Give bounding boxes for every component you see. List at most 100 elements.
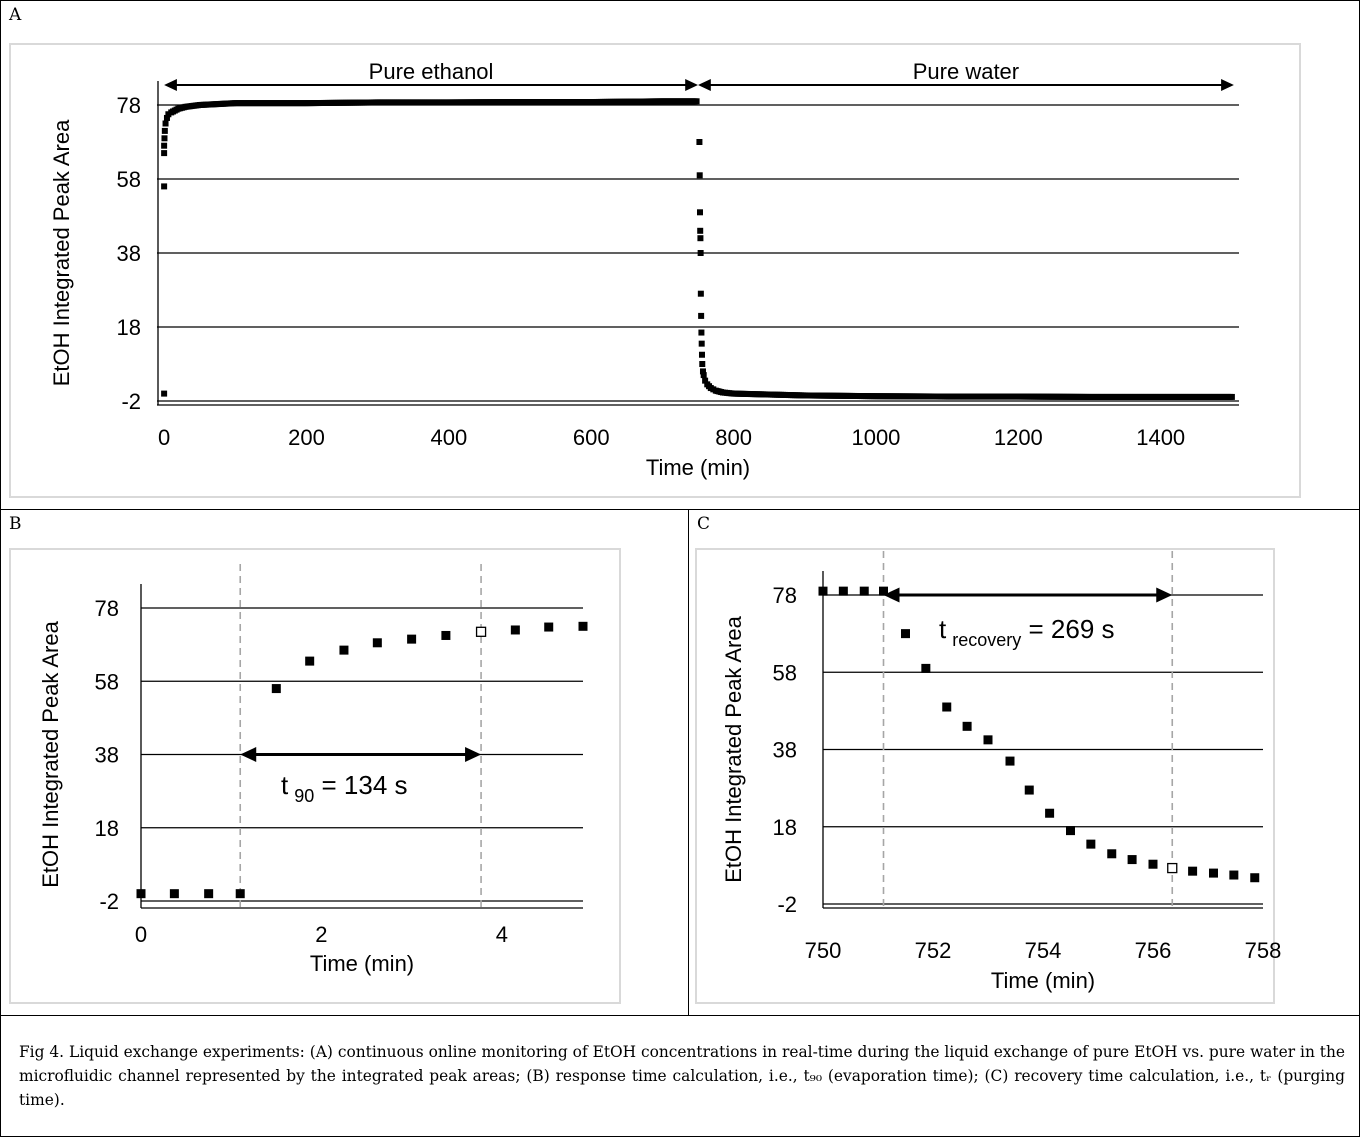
y-axis-label: EtOH Integrated Peak Area: [49, 119, 74, 386]
data-point: [859, 586, 869, 596]
x-tick-label: 756: [1135, 938, 1172, 963]
chart-frame: [9, 548, 621, 1004]
data-point: [204, 889, 214, 899]
data-point: [696, 172, 703, 179]
data-point: [700, 372, 707, 379]
data-point: [698, 351, 705, 358]
x-tick-label: 750: [805, 938, 842, 963]
x-tick-label: 752: [915, 938, 952, 963]
x-axis-label: Time (min): [646, 455, 750, 480]
panel-letter: B: [9, 514, 22, 534]
x-tick-label: 758: [1245, 938, 1282, 963]
data-point: [698, 340, 705, 347]
data-point: [901, 629, 910, 639]
data-point: [921, 663, 931, 673]
data-point: [407, 634, 417, 644]
phase-arrow-head: [164, 79, 177, 91]
data-point: [161, 390, 168, 397]
x-tick-label: 200: [288, 425, 325, 450]
data-point: [698, 312, 705, 319]
data-point: [942, 702, 952, 712]
x-tick-label: 600: [573, 425, 610, 450]
phase-label: Pure water: [913, 59, 1019, 84]
data-point: [693, 98, 700, 105]
y-tick-label: -2: [121, 389, 141, 414]
data-point: [697, 227, 704, 234]
phase-arrow-head: [685, 79, 698, 91]
data-point: [544, 622, 554, 632]
chart-a: -2 18 38 58 78 0 200 400 600 800 1000 1200 1400 Time …: [49, 59, 1239, 480]
annotation-arrow-head: [465, 747, 482, 762]
data-point: [372, 638, 382, 648]
data-point: [161, 150, 168, 157]
data-point: [161, 142, 168, 149]
x-tick-label: 754: [1025, 938, 1062, 963]
data-point: [818, 586, 828, 596]
panel-a: A -2 18 38 58 78 0 200 400 600 800 1000 1200 1400 Tim…: [0, 0, 1360, 510]
annotation-arrow-head: [240, 747, 257, 762]
data-point: [1188, 866, 1198, 876]
data-point: [983, 735, 993, 745]
data-point: [136, 889, 146, 899]
data-point: [441, 630, 451, 640]
data-point: [1045, 808, 1055, 818]
annotation-label: t recovery = 269 s: [939, 614, 1115, 650]
data-point: [1148, 859, 1158, 869]
data-point-hollow: [1167, 862, 1178, 874]
data-point: [1005, 756, 1015, 766]
data-point: [169, 889, 179, 899]
data-point: [697, 250, 704, 256]
data-point: [1209, 868, 1218, 878]
data-point: [696, 209, 703, 216]
y-axis-label: EtOH Integrated Peak Area: [721, 615, 746, 882]
data-point: [1228, 393, 1235, 400]
figure-caption: Fig 4. Liquid exchange experiments: (A) …: [19, 1043, 1345, 1109]
y-tick-label: 18: [95, 816, 119, 841]
data-point: [271, 684, 281, 694]
data-point: [162, 120, 169, 127]
y-tick-label: 78: [773, 583, 797, 608]
y-axis-label: EtOH Integrated Peak Area: [38, 620, 63, 887]
data-point: [1024, 785, 1034, 795]
data-point-hollow: [475, 626, 487, 637]
y-tick-label: 58: [95, 669, 119, 694]
data-point: [1066, 826, 1075, 836]
phase-arrow-head: [698, 79, 711, 91]
figure-caption-box: Fig 4. Liquid exchange experiments: (A) …: [0, 1015, 1360, 1137]
y-tick-label: 58: [773, 660, 797, 685]
x-tick-label: 1400: [1136, 425, 1185, 450]
data-point: [879, 586, 888, 596]
panel-b: B -2 18 38 58 78 0 2 4 Time (min) EtOH Integrated…: [0, 509, 689, 1016]
y-tick-label: 78: [117, 93, 141, 118]
x-axis-label: Time (min): [310, 951, 414, 976]
phase-label: Pure ethanol: [369, 59, 494, 84]
data-point: [578, 621, 588, 631]
data-point: [1086, 839, 1096, 849]
chart-c: -2 18 38 58 78 750 752 754 756 758 Time (min) EtOH …: [721, 551, 1282, 993]
chart-frame: [9, 43, 1301, 498]
data-point: [1250, 873, 1260, 883]
data-point: [510, 625, 520, 635]
data-point: [698, 329, 705, 336]
data-point: [1107, 849, 1117, 859]
x-axis-label: Time (min): [991, 968, 1095, 993]
phase-arrow-head: [1221, 79, 1234, 91]
data-point: [696, 139, 703, 145]
data-point: [305, 656, 315, 666]
annotation-arrow-head: [883, 587, 900, 603]
panel-c: C -2 18 38 58 78 750 752 754 756 758 Time (min) EtO…: [688, 509, 1360, 1016]
x-tick-label: 1000: [851, 425, 900, 450]
chart-b: -2 18 38 58 78 0 2 4 Time (min) EtOH Integrated P…: [38, 564, 588, 976]
x-tick-label: 2: [315, 922, 327, 947]
y-tick-label: 18: [773, 815, 797, 840]
annotation-label: t 90 = 134 s: [281, 770, 408, 806]
data-point: [702, 377, 709, 384]
data-point: [1229, 870, 1239, 880]
y-tick-label: -2: [777, 892, 797, 917]
data-point: [838, 586, 848, 596]
x-tick-label: 800: [715, 425, 752, 450]
y-tick-label: 38: [773, 738, 797, 763]
y-tick-label: 78: [95, 596, 119, 621]
x-tick-label: 1200: [994, 425, 1043, 450]
x-tick-label: 400: [430, 425, 467, 450]
